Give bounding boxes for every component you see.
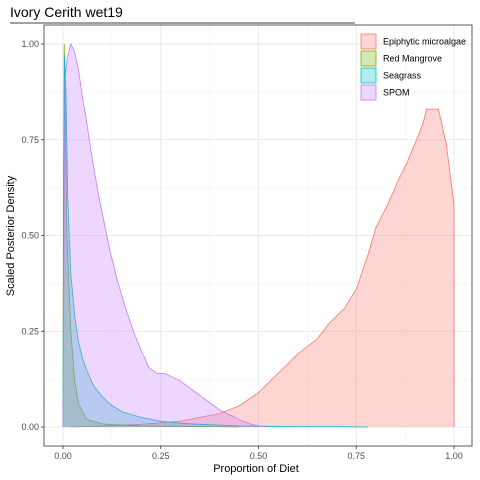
x-tick-label: 1.00	[445, 451, 463, 461]
x-axis-title: Proportion of Diet	[213, 463, 299, 475]
legend-key	[361, 51, 376, 66]
x-tick-label: 0.25	[152, 451, 170, 461]
y-tick-label: 1.00	[21, 39, 39, 49]
legend-label: SPOM	[383, 88, 410, 98]
y-tick-label: 0.50	[21, 231, 39, 241]
legend-key	[361, 34, 376, 49]
y-tick-label: 0.25	[21, 326, 39, 336]
x-tick-label: 0.00	[54, 451, 72, 461]
legend-label: Red Mangrove	[383, 54, 442, 64]
y-tick-label: 0.00	[21, 422, 39, 432]
chart-title: Ivory Cerith wet19	[10, 4, 123, 20]
y-axis-title: Scaled Posterior Density	[5, 175, 17, 296]
legend-label: Seagrass	[383, 71, 422, 81]
legend-key	[361, 85, 376, 100]
x-tick-label: 0.50	[250, 451, 268, 461]
legend-key	[361, 68, 376, 83]
x-tick-label: 0.75	[347, 451, 365, 461]
y-tick-label: 0.75	[21, 135, 39, 145]
legend-label: Epiphytic microalgae	[383, 37, 466, 47]
